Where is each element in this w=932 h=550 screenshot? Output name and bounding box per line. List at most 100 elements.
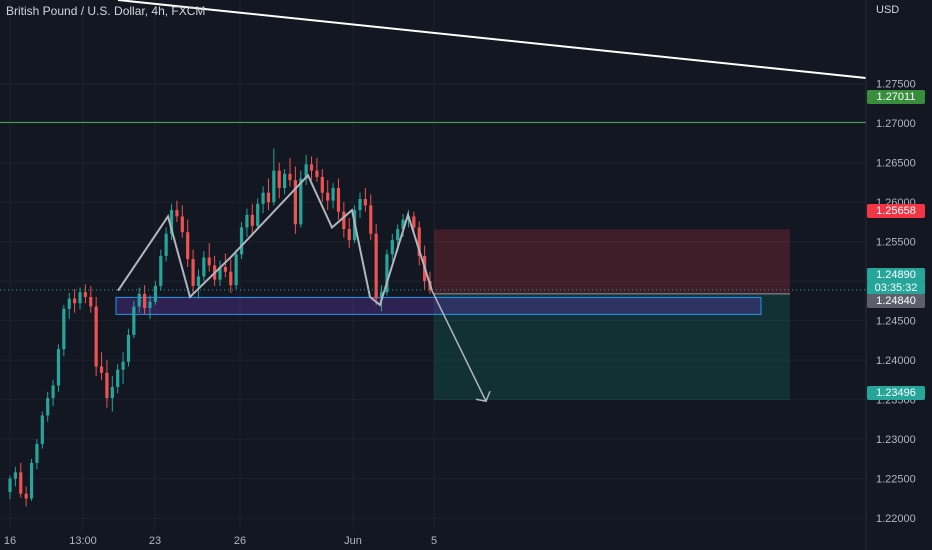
candle-body [272,170,276,203]
candle-body [62,308,66,350]
candle-body [24,493,28,499]
time-tick-label: 13:00 [69,535,97,547]
candle-body [245,214,249,228]
time-tick-label: 5 [431,535,437,547]
candle-body [390,240,394,255]
candle-body [78,292,82,304]
candle-body [186,232,190,260]
candle-body [169,210,174,234]
candle-body [288,173,292,181]
candle-body [191,259,195,286]
candle-body [99,366,104,373]
symbol-title[interactable]: British Pound / U.S. Dollar, 4h, FXCM [6,4,206,18]
candle-body [19,472,23,494]
target-price-badge: 1.23496 [867,386,925,400]
time-tick-label: Jun [344,535,362,547]
candle-body [51,385,55,399]
candle-body [164,233,168,256]
current-price-badge: 1.24890 [867,268,925,282]
candle-body [94,306,98,367]
candle-body [315,170,319,177]
price-tick-label: 1.27000 [876,118,916,130]
candle-body [331,187,335,201]
candle-body [175,210,179,217]
candle-body [35,443,39,463]
time-tick-label: 23 [149,535,161,547]
candle-body [159,255,163,286]
candle-body [363,199,367,206]
pattern-zigzag [117,173,433,307]
candle-body [67,298,71,309]
candle-body [83,292,87,297]
take-profit-zone [434,293,790,400]
stop-price-badge: 1.25658 [867,204,925,218]
price-tick-label: 1.23000 [876,434,916,446]
countdown-badge: 03:35:32 [867,281,925,295]
drawings [0,0,867,403]
candle-body [196,276,201,286]
candle-body [417,227,421,256]
candles [8,148,432,507]
candle-body [283,173,287,188]
candle-body [89,296,93,307]
entry-price-badge: 1.24840 [867,294,925,308]
candle-body [293,180,297,225]
stop-loss-zone [434,229,790,294]
candle-body [29,462,34,499]
price-tick-label: 1.22500 [876,474,916,486]
position-zones [115,229,790,400]
candle-body [320,176,324,193]
candle-body [250,214,254,226]
trend-line [117,0,867,79]
candle-body [347,229,351,241]
candle-body [239,227,244,255]
price-tick-label: 1.27500 [876,79,916,91]
candle-body [401,219,405,230]
candle-body [299,178,303,225]
candle-body [73,298,77,304]
price-tick-label: 1.24500 [876,316,916,328]
candle-body [143,293,147,309]
price-tick-label: 1.25500 [876,237,916,249]
candle-body [207,257,211,266]
candle-body [412,216,416,228]
grid-lines [0,0,866,530]
candle-body [234,254,238,286]
candle-body [46,398,50,416]
candle-body [148,301,152,309]
candle-body [40,415,44,444]
candle-body [342,211,346,230]
candle-body [116,369,120,388]
candle-body [202,257,206,277]
candle-body [13,472,17,479]
candle-body [358,199,362,211]
candle-body [121,361,125,370]
price-tick-label: 1.22000 [876,513,916,525]
candle-body [56,349,61,386]
candle-body [110,387,114,399]
candle-body [153,285,157,302]
currency-label: USD [876,4,900,16]
support-zone-box [115,296,762,315]
candle-body [309,164,314,171]
projection-arrow [431,290,487,402]
candle-body [277,170,281,188]
candle-body [369,205,373,234]
candle-body [132,306,136,335]
candle-body [336,187,341,212]
time-axis[interactable]: 16 13:00 23 26 Jun 5 [4,535,437,547]
candle-body [374,233,378,299]
candle-body [229,271,233,286]
candle-body [261,192,265,204]
candle-body [304,164,308,179]
price-tick-label: 1.24000 [876,355,916,367]
candle-body [256,203,260,226]
candle-body [8,478,12,493]
candle-body [218,266,222,280]
candle-body [326,192,330,201]
price-tick-label: 1.26500 [876,158,916,170]
level-price-badge: 1.27011 [867,90,925,104]
candle-body [223,266,227,272]
time-tick-label: 16 [4,535,16,547]
